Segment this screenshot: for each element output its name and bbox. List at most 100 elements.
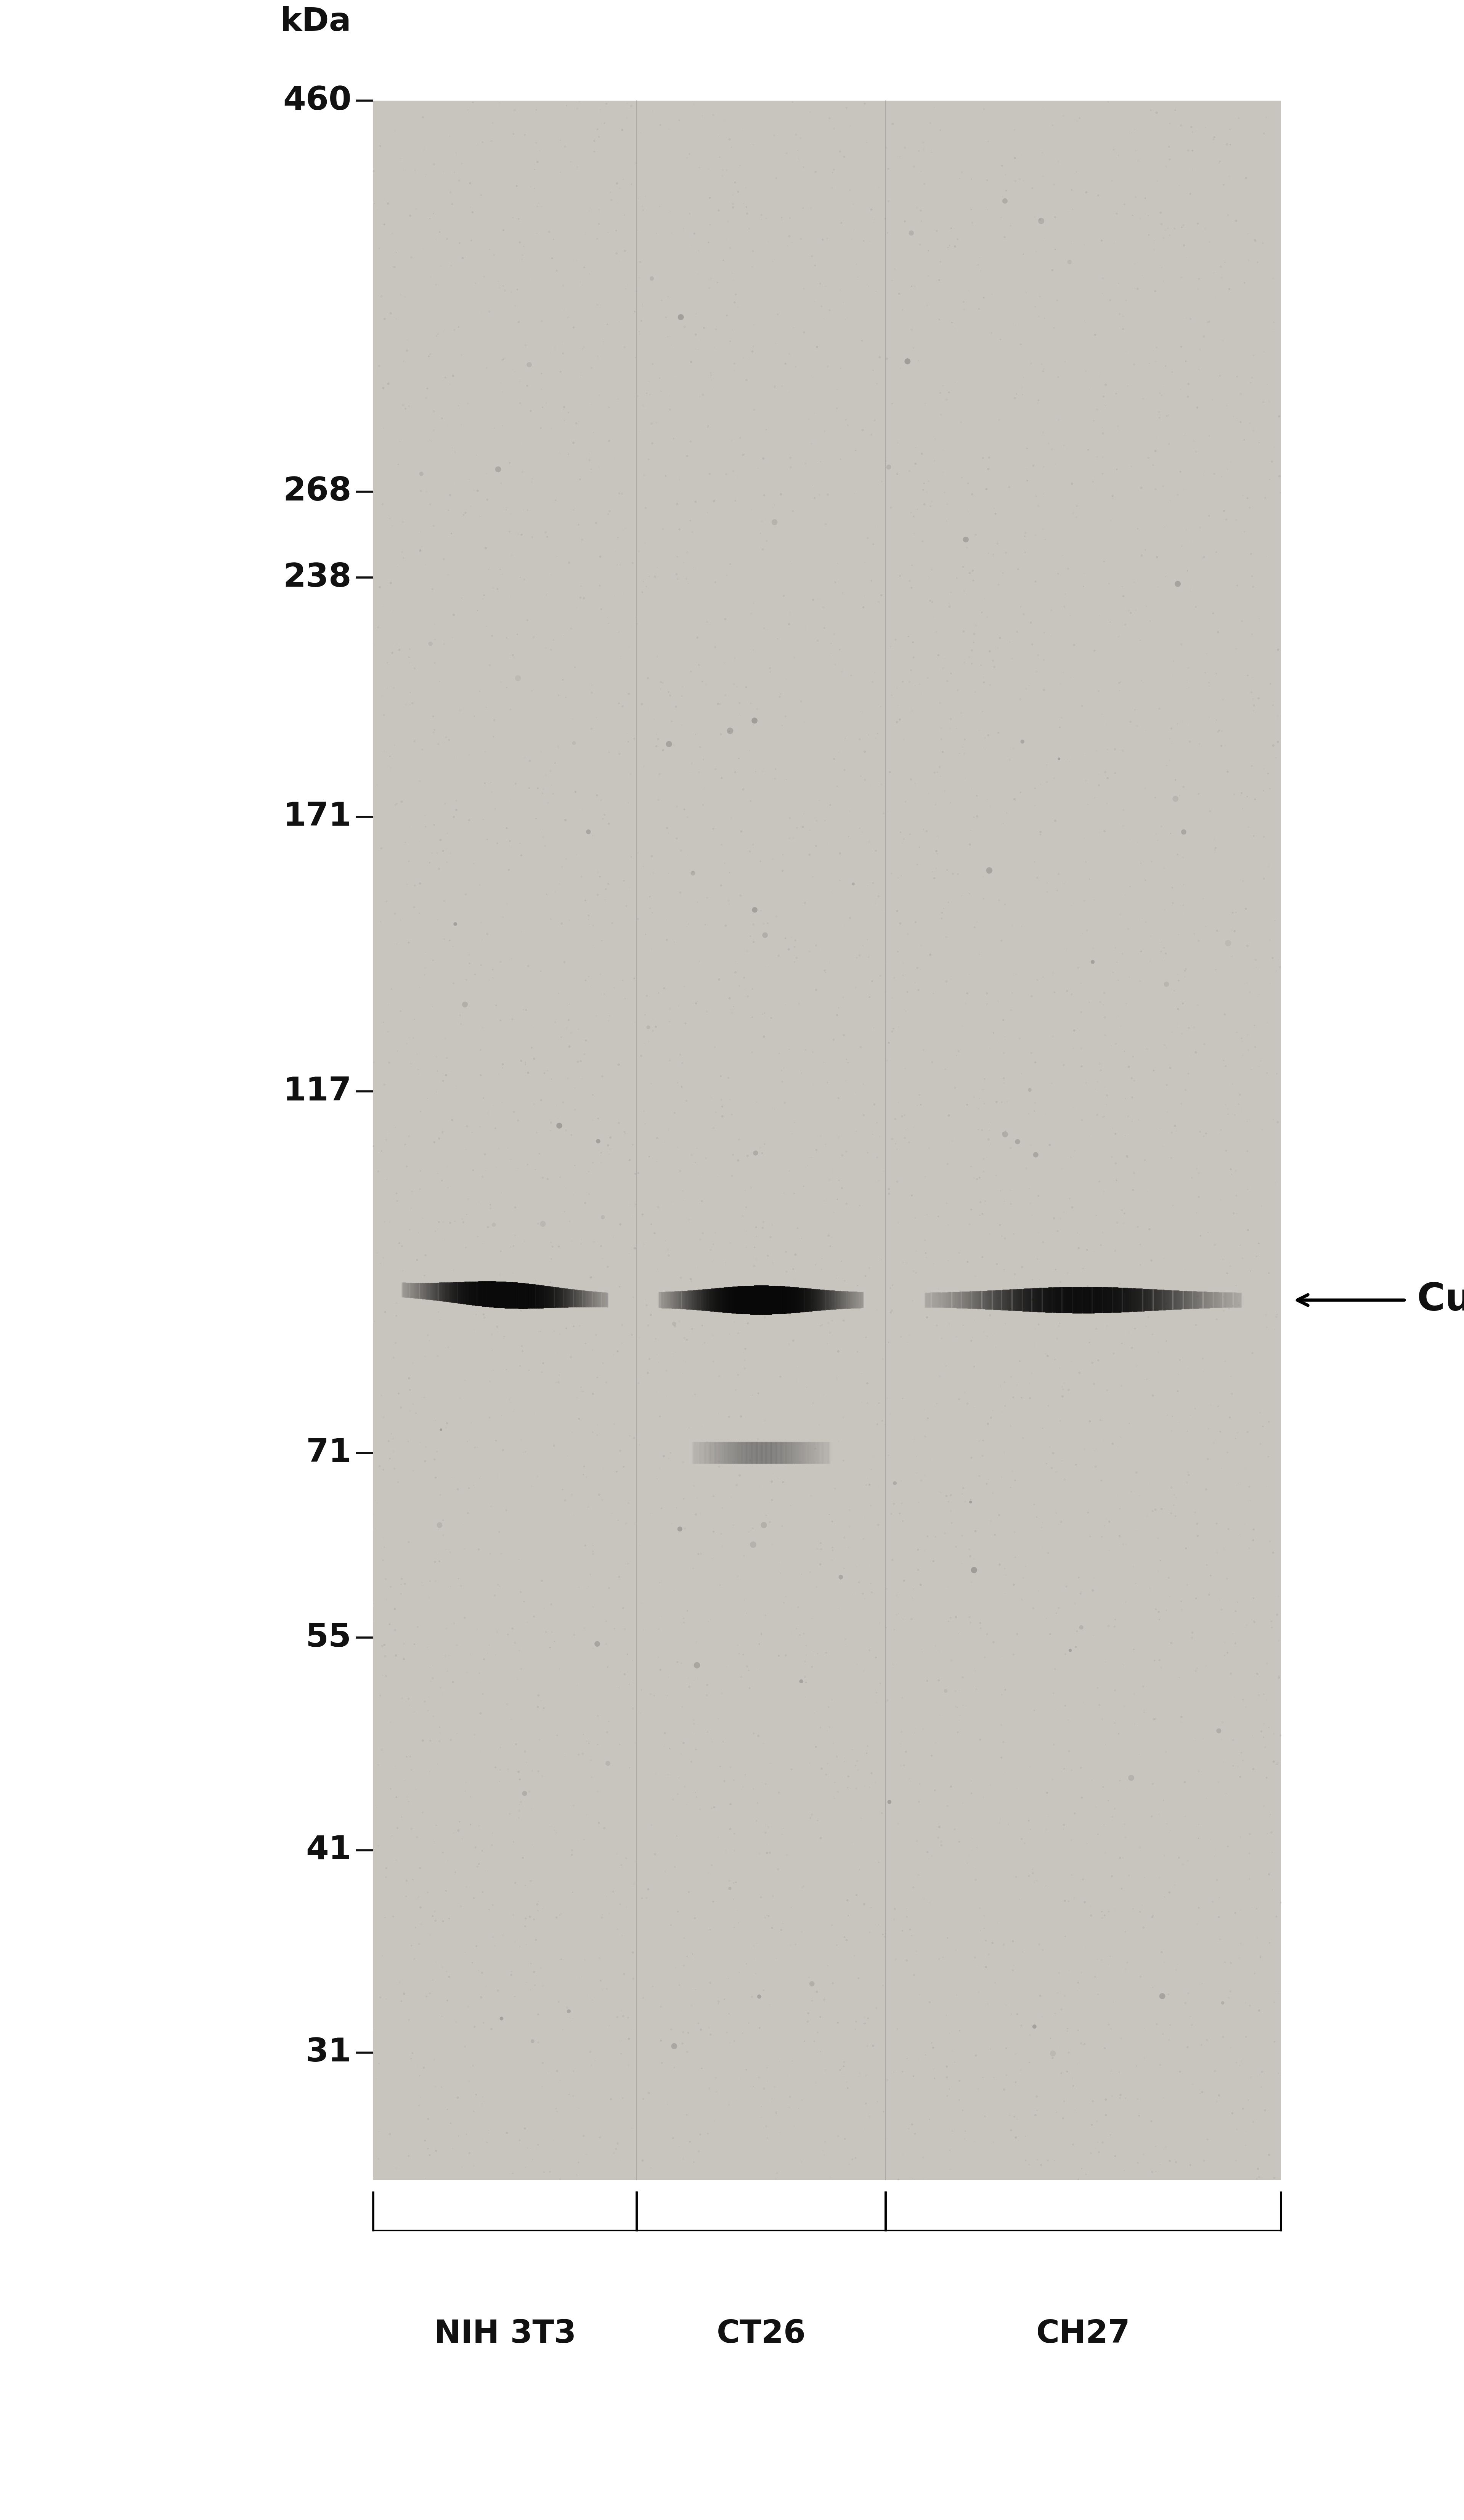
Point: [704, 562, 728, 602]
Point: [1088, 1162, 1111, 1202]
Point: [1038, 1613, 1061, 1653]
Point: [763, 484, 786, 524]
Point: [452, 494, 476, 534]
Point: [773, 985, 796, 1026]
Point: [427, 1714, 451, 1754]
Point: [801, 464, 824, 504]
Point: [1240, 615, 1263, 655]
Point: [911, 522, 934, 562]
Point: [890, 1462, 914, 1502]
Point: [643, 1676, 666, 1716]
Point: [994, 1217, 1017, 1257]
Point: [733, 1396, 757, 1436]
Point: [877, 791, 900, 832]
Point: [902, 1570, 925, 1610]
Point: [813, 411, 836, 451]
Point: [589, 1961, 612, 2001]
Point: [1048, 1263, 1072, 1303]
Point: [927, 1661, 950, 1701]
Point: [425, 1943, 448, 1983]
Point: [414, 378, 438, 418]
Point: [935, 1787, 959, 1827]
Point: [548, 864, 571, 905]
Point: [490, 554, 514, 595]
Point: [776, 2056, 799, 2097]
Point: [1220, 1149, 1243, 1189]
Point: [886, 703, 909, 743]
Point: [856, 716, 880, 756]
Point: [426, 1154, 449, 1194]
Point: [1104, 728, 1127, 769]
Point: [952, 282, 975, 323]
Point: [849, 1028, 873, 1068]
Point: [603, 1404, 627, 1444]
Point: [1187, 350, 1211, 391]
Point: [671, 1172, 694, 1212]
Point: [417, 842, 441, 882]
Point: [854, 759, 877, 799]
Point: [1195, 1545, 1218, 1585]
Point: [927, 635, 950, 675]
Point: [684, 1971, 707, 2011]
Point: [679, 1741, 703, 1782]
Point: [1108, 2074, 1132, 2114]
Point: [805, 1971, 829, 2011]
Point: [1123, 244, 1146, 285]
Point: [1253, 479, 1277, 519]
Point: [709, 136, 732, 176]
Point: [526, 1280, 549, 1320]
Point: [1252, 113, 1275, 154]
Point: [728, 1953, 751, 1993]
Point: [1105, 1159, 1129, 1200]
Point: [382, 1338, 406, 1378]
Point: [608, 1724, 631, 1764]
Point: [766, 2152, 789, 2192]
Point: [400, 1925, 423, 1966]
Point: [561, 1872, 584, 1913]
Point: [610, 2079, 634, 2119]
Point: [1211, 1240, 1234, 1280]
Point: [508, 2119, 531, 2160]
Point: [1266, 721, 1290, 761]
Point: [448, 1462, 471, 1502]
Point: [751, 1134, 774, 1174]
Point: [821, 1530, 845, 1570]
Point: [713, 844, 736, 885]
Point: [845, 968, 868, 1008]
Point: [760, 1908, 783, 1948]
Point: [435, 1404, 458, 1444]
Point: [1140, 1764, 1164, 1804]
Point: [1104, 1704, 1127, 1744]
Point: [436, 1840, 460, 1880]
Point: [367, 567, 391, 607]
Point: [564, 1144, 587, 1184]
Point: [887, 1593, 911, 1633]
Point: [657, 1235, 681, 1275]
Point: [401, 2034, 425, 2074]
Point: [921, 2049, 944, 2089]
Point: [1212, 164, 1236, 204]
Point: [905, 1230, 928, 1270]
Point: [783, 1925, 807, 1966]
Point: [779, 199, 802, 239]
Point: [953, 759, 976, 799]
Point: [1108, 1263, 1132, 1303]
Point: [624, 338, 647, 378]
Point: [928, 683, 952, 723]
Point: [1012, 595, 1035, 635]
Point: [643, 2016, 666, 2056]
Point: [873, 794, 896, 834]
Point: [769, 678, 792, 718]
Point: [779, 1887, 802, 1928]
Point: [474, 607, 498, 648]
Point: [397, 922, 420, 963]
Point: [471, 1225, 495, 1265]
Point: [1070, 1099, 1094, 1139]
Point: [928, 731, 952, 771]
Point: [843, 431, 867, 471]
Point: [710, 1079, 733, 1119]
Point: [439, 1457, 463, 1497]
Point: [937, 373, 960, 413]
Point: [1198, 698, 1221, 738]
Point: [621, 1688, 644, 1729]
